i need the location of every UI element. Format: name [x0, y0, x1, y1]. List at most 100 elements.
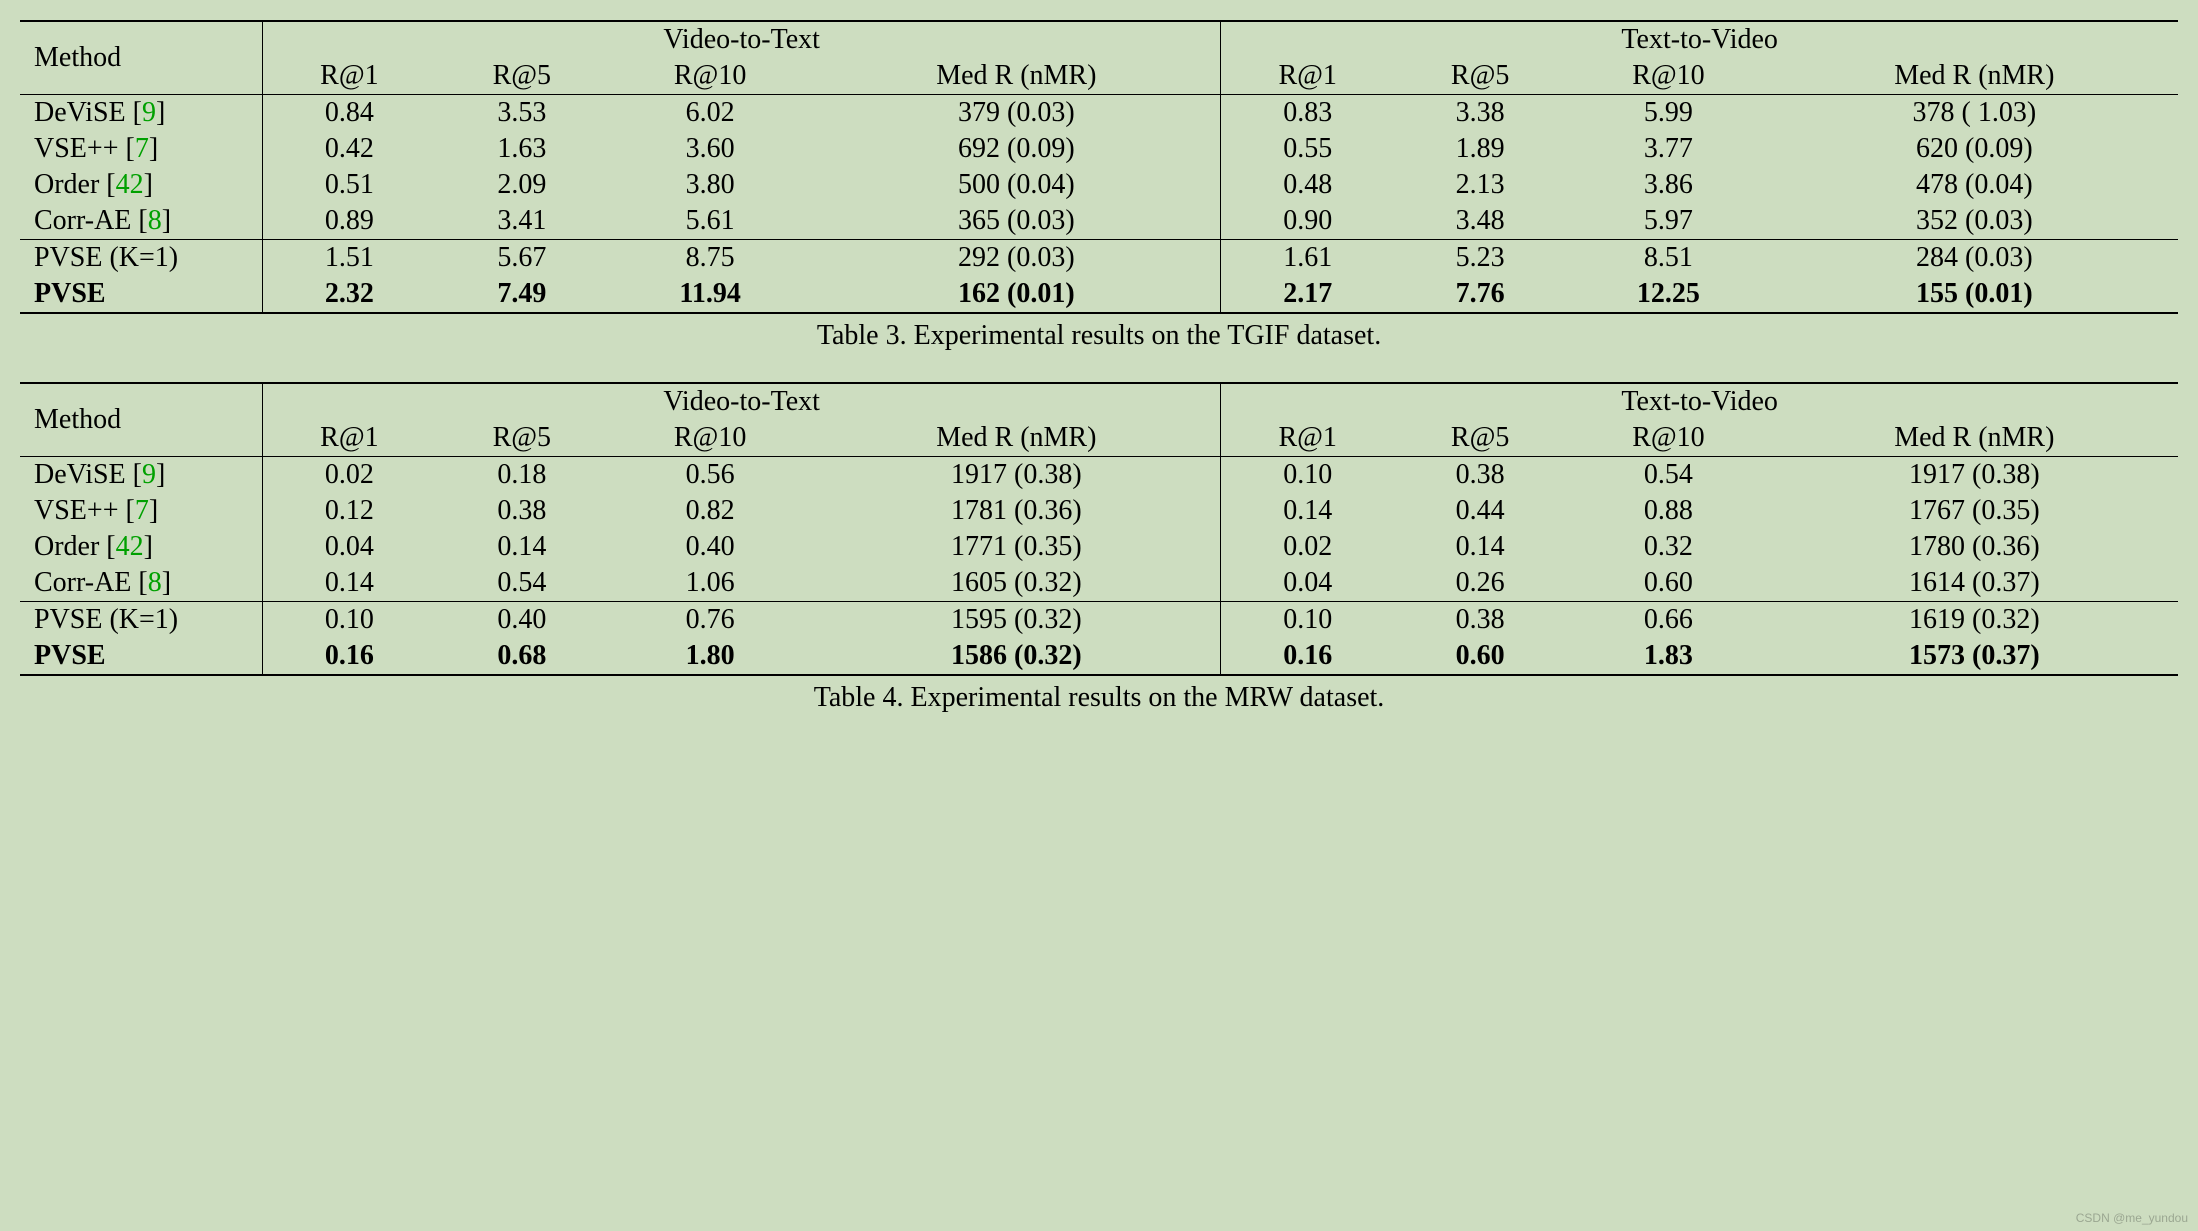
cell: 0.14: [1394, 529, 1566, 565]
subhead-v2t-medr: Med R (nMR): [812, 420, 1220, 457]
cell: 0.32: [1566, 529, 1770, 565]
table-row: Order [42] 0.04 0.14 0.40 1771 (0.35) 0.…: [20, 529, 2178, 565]
cell: 6.02: [608, 95, 812, 132]
cell: 3.38: [1394, 95, 1566, 132]
method-cell: DeViSE [9]: [20, 457, 263, 494]
cell: 378 ( 1.03): [1771, 95, 2178, 132]
cell: 379 (0.03): [812, 95, 1220, 132]
col-header-method: Method: [20, 383, 263, 457]
cell: 0.40: [608, 529, 812, 565]
table-tgif: Method Video-to-Text Text-to-Video R@1 R…: [20, 20, 2178, 352]
subhead-t2v-r5: R@5: [1394, 58, 1566, 95]
table-row: PVSE (K=1) 1.51 5.67 8.75 292 (0.03) 1.6…: [20, 240, 2178, 277]
cell: 1619 (0.32): [1771, 602, 2178, 639]
cell: 1.80: [608, 638, 812, 675]
citation-ref[interactable]: 8: [148, 567, 162, 598]
cell: 0.14: [1221, 493, 1394, 529]
cell: 1771 (0.35): [812, 529, 1220, 565]
cell: 0.16: [1221, 638, 1394, 675]
cell: 3.53: [436, 95, 608, 132]
cell: 1.51: [263, 240, 436, 277]
cell: 0.66: [1566, 602, 1770, 639]
cell: 1573 (0.37): [1771, 638, 2178, 675]
cell: 478 (0.04): [1771, 167, 2178, 203]
cell: 3.41: [436, 203, 608, 240]
citation-ref[interactable]: 7: [135, 133, 149, 164]
method-cell: Corr-AE [8]: [20, 565, 263, 602]
cell: 365 (0.03): [812, 203, 1220, 240]
method-name: Corr-AE: [34, 567, 131, 598]
cell: 5.99: [1566, 95, 1770, 132]
cell: 620 (0.09): [1771, 131, 2178, 167]
cell: 1614 (0.37): [1771, 565, 2178, 602]
method-name: DeViSE: [34, 459, 126, 490]
cell: 1780 (0.36): [1771, 529, 2178, 565]
col-header-method: Method: [20, 21, 263, 95]
table-row: Order [42] 0.51 2.09 3.80 500 (0.04) 0.4…: [20, 167, 2178, 203]
cell: 0.10: [1221, 457, 1394, 494]
cell: 5.23: [1394, 240, 1566, 277]
cell: 0.38: [1394, 602, 1566, 639]
method-name: DeViSE: [34, 97, 126, 128]
citation-ref[interactable]: 42: [116, 531, 144, 562]
table-row: Corr-AE [8] 0.89 3.41 5.61 365 (0.03) 0.…: [20, 203, 2178, 240]
cell: 0.16: [263, 638, 436, 675]
cell: 0.02: [1221, 529, 1394, 565]
cell: 0.48: [1221, 167, 1394, 203]
cell: 1586 (0.32): [812, 638, 1220, 675]
method-name: Corr-AE: [34, 205, 131, 236]
subhead-v2t-r10: R@10: [608, 58, 812, 95]
cell: 1917 (0.38): [812, 457, 1220, 494]
subhead-v2t-r10: R@10: [608, 420, 812, 457]
subhead-t2v-medr: Med R (nMR): [1771, 420, 2178, 457]
cell: 0.14: [263, 565, 436, 602]
citation-ref[interactable]: 8: [148, 205, 162, 236]
cell: 5.97: [1566, 203, 1770, 240]
cell: 0.82: [608, 493, 812, 529]
cell: 2.32: [263, 276, 436, 313]
cell: 1917 (0.38): [1771, 457, 2178, 494]
cell: 0.84: [263, 95, 436, 132]
cell: 0.14: [436, 529, 608, 565]
cell: 500 (0.04): [812, 167, 1220, 203]
cell: 8.75: [608, 240, 812, 277]
subhead-v2t-r1: R@1: [263, 58, 436, 95]
cell: 7.76: [1394, 276, 1566, 313]
cell: 2.17: [1221, 276, 1394, 313]
method-cell: VSE++ [7]: [20, 493, 263, 529]
method-name: VSE++: [34, 495, 118, 526]
cell: 0.83: [1221, 95, 1394, 132]
cell: 1.06: [608, 565, 812, 602]
cell: 1.89: [1394, 131, 1566, 167]
cell: 8.51: [1566, 240, 1770, 277]
subhead-t2v-r1: R@1: [1221, 58, 1394, 95]
watermark: CSDN @me_yundou: [2076, 1211, 2188, 1225]
results-table-mrw: Method Video-to-Text Text-to-Video R@1 R…: [20, 382, 2178, 676]
cell: 0.26: [1394, 565, 1566, 602]
subhead-t2v-r10: R@10: [1566, 420, 1770, 457]
cell: 0.54: [436, 565, 608, 602]
citation-ref[interactable]: 42: [116, 169, 144, 200]
cell: 2.13: [1394, 167, 1566, 203]
method-cell: DeViSE [9]: [20, 95, 263, 132]
cell: 162 (0.01): [812, 276, 1220, 313]
method-name: VSE++: [34, 133, 118, 164]
table-row: VSE++ [7] 0.42 1.63 3.60 692 (0.09) 0.55…: [20, 131, 2178, 167]
cell: 0.60: [1566, 565, 1770, 602]
table-row: VSE++ [7] 0.12 0.38 0.82 1781 (0.36) 0.1…: [20, 493, 2178, 529]
citation-ref[interactable]: 9: [142, 459, 156, 490]
method-cell: Order [42]: [20, 529, 263, 565]
method-cell: Corr-AE [8]: [20, 203, 263, 240]
cell: 0.54: [1566, 457, 1770, 494]
cell: 1605 (0.32): [812, 565, 1220, 602]
subhead-v2t-r5: R@5: [436, 58, 608, 95]
cell: 0.44: [1394, 493, 1566, 529]
col-header-t2v: Text-to-Video: [1221, 383, 2178, 420]
cell: 0.56: [608, 457, 812, 494]
citation-ref[interactable]: 7: [135, 495, 149, 526]
subhead-t2v-medr: Med R (nMR): [1771, 58, 2178, 95]
cell: 0.89: [263, 203, 436, 240]
table-row: Corr-AE [8] 0.14 0.54 1.06 1605 (0.32) 0…: [20, 565, 2178, 602]
citation-ref[interactable]: 9: [142, 97, 156, 128]
subhead-v2t-r1: R@1: [263, 420, 436, 457]
